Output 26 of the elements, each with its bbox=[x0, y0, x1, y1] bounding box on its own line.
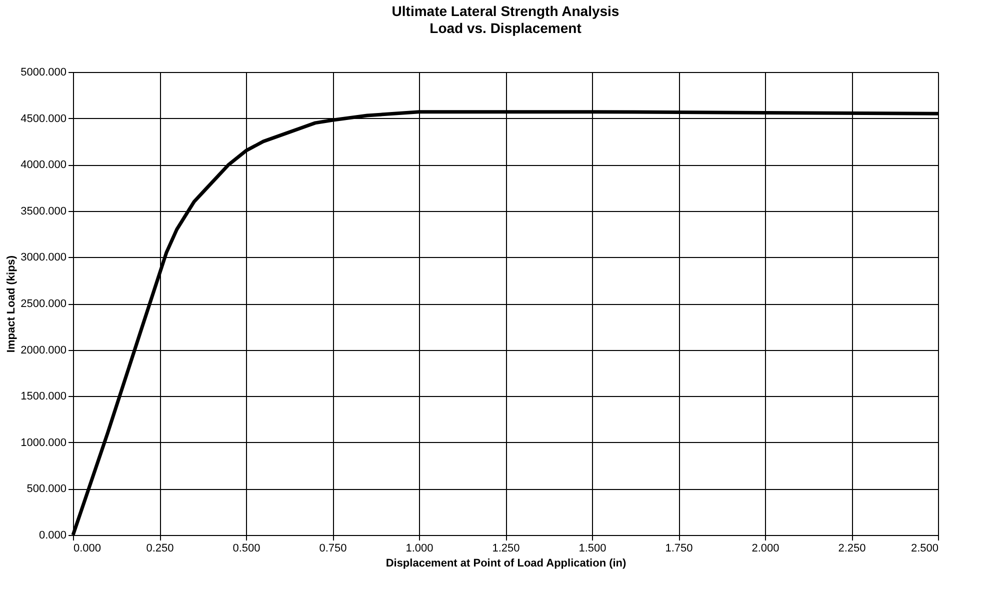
x-tick-label: 1.000 bbox=[406, 542, 434, 554]
x-tick-label: 1.250 bbox=[492, 542, 520, 554]
y-tick-label: 3000.000 bbox=[20, 252, 66, 264]
x-tick-label: 2.000 bbox=[752, 542, 780, 554]
x-tick-label: 1.500 bbox=[578, 542, 606, 554]
y-tick-label: 0.000 bbox=[38, 530, 66, 542]
x-tick-label: 2.500 bbox=[910, 542, 938, 554]
y-tick-label: 2500.000 bbox=[20, 298, 66, 310]
x-tick-label: 0.250 bbox=[146, 542, 174, 554]
y-tick-label: 4500.000 bbox=[20, 112, 66, 125]
y-axis-title: Impact Load (kips) bbox=[6, 255, 18, 353]
y-tick-label: 3500.000 bbox=[20, 205, 66, 218]
y-tick-label: 500.000 bbox=[26, 483, 66, 496]
chart-subtitle: Load vs. Displacement bbox=[430, 20, 582, 36]
y-tick-label: 2000.000 bbox=[20, 344, 66, 356]
x-axis-title: Displacement at Point of Load Application (in) bbox=[386, 558, 627, 570]
x-tick-label: 2.250 bbox=[838, 542, 866, 554]
x-tick-label: 1.750 bbox=[665, 542, 693, 554]
y-tick-label: 1000.000 bbox=[20, 436, 66, 449]
x-tick-label: 0.000 bbox=[74, 542, 102, 554]
x-tick-label: 0.750 bbox=[319, 542, 347, 554]
x-tick-label: 0.500 bbox=[232, 542, 260, 554]
y-tick-label: 4000.000 bbox=[20, 159, 66, 172]
y-tick-label: 5000.000 bbox=[20, 66, 66, 78]
chart-title: Ultimate Lateral Strength Analysis bbox=[392, 3, 620, 19]
y-tick-label: 1500.000 bbox=[20, 390, 66, 403]
